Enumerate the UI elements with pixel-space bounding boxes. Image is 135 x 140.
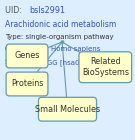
- Text: Genes: Genes: [14, 52, 40, 60]
- Text: bsls2991: bsls2991: [30, 6, 66, 15]
- Text: Proteins: Proteins: [11, 80, 43, 88]
- Text: Organism:: Organism:: [5, 46, 46, 52]
- Text: KEGG [hsa00590]: KEGG [hsa00590]: [38, 59, 100, 66]
- Text: Source:: Source:: [5, 59, 36, 65]
- Text: Related
BioSystems: Related BioSystems: [82, 58, 129, 77]
- FancyBboxPatch shape: [38, 97, 97, 121]
- Text: Arachidonic acid metabolism: Arachidonic acid metabolism: [5, 20, 117, 29]
- FancyBboxPatch shape: [79, 52, 132, 83]
- FancyBboxPatch shape: [6, 44, 48, 68]
- FancyBboxPatch shape: [6, 72, 48, 96]
- Text: Type: single-organism pathway: Type: single-organism pathway: [5, 34, 114, 40]
- Text: Homo sapiens: Homo sapiens: [51, 46, 101, 52]
- Text: UID:: UID:: [5, 6, 25, 15]
- Text: Small Molecules: Small Molecules: [35, 105, 100, 114]
